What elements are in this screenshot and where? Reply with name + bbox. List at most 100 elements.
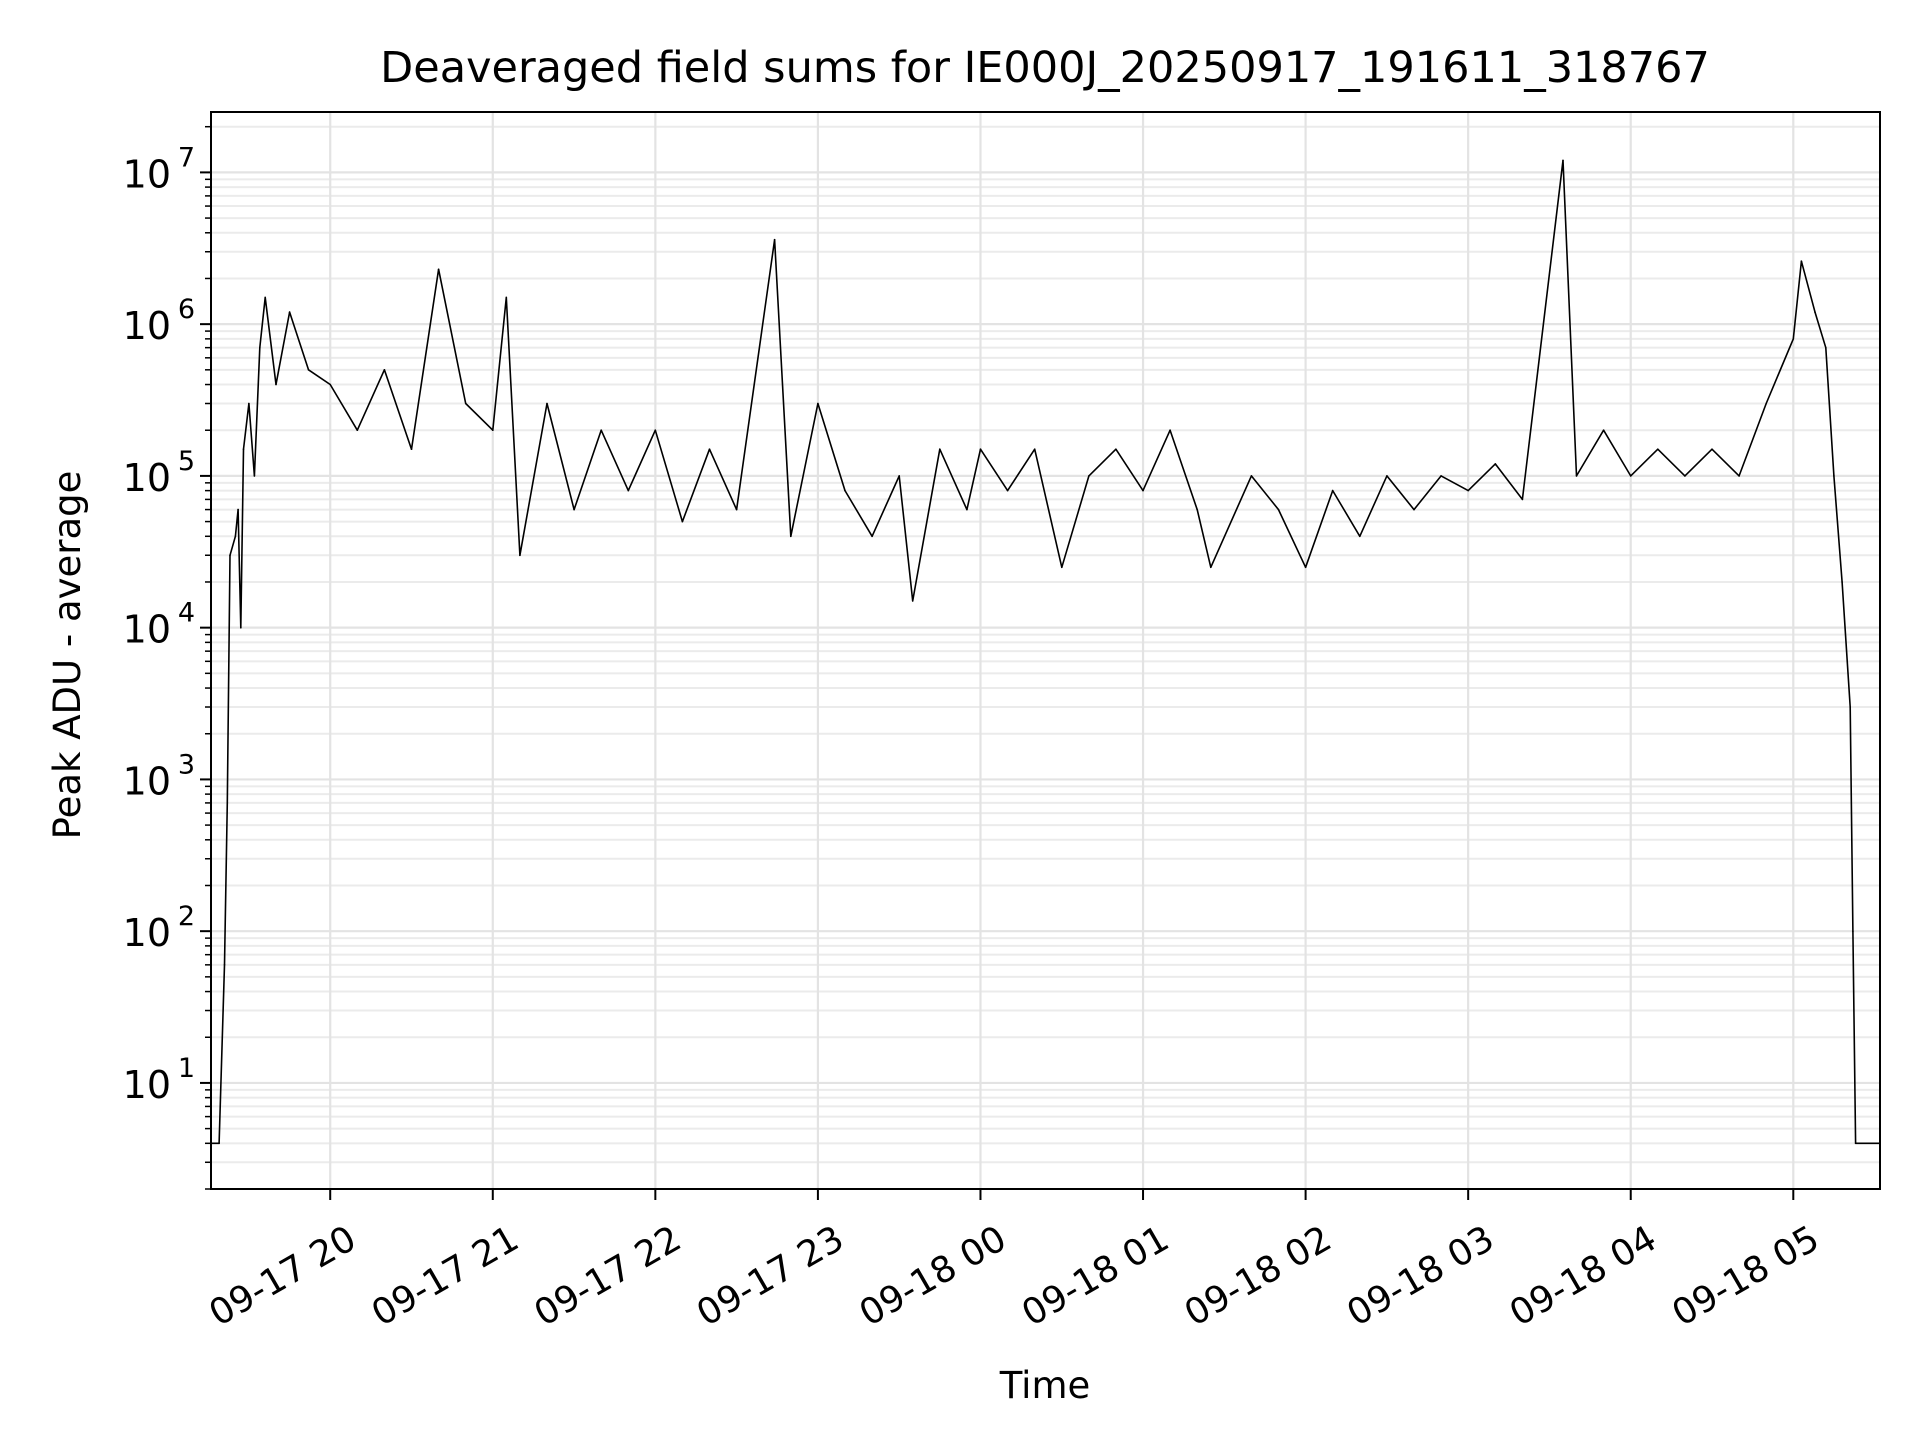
data-point — [844, 489, 846, 492]
data-point — [1575, 475, 1578, 477]
data-point — [383, 369, 386, 371]
data-point — [253, 475, 256, 477]
data-point — [817, 402, 819, 405]
data-point — [681, 520, 684, 523]
data-point — [1331, 489, 1334, 492]
data-point — [218, 1142, 220, 1145]
data-point — [911, 600, 914, 602]
y-tick-label: 10 — [123, 1063, 171, 1107]
data-point — [600, 429, 602, 432]
data-point — [1440, 475, 1442, 477]
data-point — [264, 296, 267, 299]
data-point — [275, 383, 277, 386]
data-point — [790, 535, 792, 538]
y-tick-label: 10 — [123, 152, 171, 196]
y-tick-label-exponent: 4 — [178, 598, 195, 629]
y-tick-label-exponent: 5 — [178, 446, 195, 477]
data-point — [773, 238, 776, 241]
data-point — [979, 448, 982, 451]
data-point — [356, 429, 359, 432]
data-point — [1061, 566, 1063, 569]
data-point — [1852, 930, 1854, 932]
data-point — [1386, 475, 1388, 477]
data-point — [1277, 508, 1280, 511]
data-point — [1711, 448, 1713, 451]
y-tick-label: 10 — [123, 759, 171, 803]
data-point — [627, 489, 630, 492]
data-point — [1602, 429, 1605, 432]
data-point — [234, 535, 237, 538]
data-point — [519, 554, 521, 557]
data-point — [464, 402, 467, 405]
data-point — [1413, 508, 1415, 511]
data-point — [1250, 475, 1253, 477]
data-point — [1142, 489, 1144, 492]
data-point — [708, 448, 711, 451]
data-point — [1169, 429, 1171, 432]
data-point — [1562, 159, 1564, 162]
y-axis-label: Peak ADU - average — [46, 471, 89, 840]
data-point — [288, 311, 291, 313]
series-line — [211, 159, 1880, 1145]
data-point — [1738, 475, 1740, 477]
data-point — [1210, 566, 1212, 569]
data-point — [307, 369, 310, 371]
data-point — [1684, 475, 1686, 477]
data-point — [1765, 402, 1767, 405]
data-point — [492, 429, 494, 432]
data-point — [1849, 706, 1851, 708]
data-point — [226, 802, 229, 804]
data-point — [229, 554, 231, 557]
x-axis-label: Time — [999, 1364, 1091, 1407]
data-point — [410, 448, 413, 451]
data-point — [505, 296, 508, 299]
data-point — [654, 429, 657, 432]
chart-title: Deaveraged field sums for IE000J_2025091… — [380, 43, 1710, 93]
data-point — [1494, 463, 1497, 465]
data-point — [735, 508, 738, 511]
data-point — [1006, 489, 1009, 492]
data-point — [939, 448, 941, 451]
y-tick-label: 10 — [123, 456, 171, 500]
data-point — [1800, 260, 1803, 263]
grid — [211, 112, 1880, 1190]
y-tick-label-exponent: 3 — [178, 749, 195, 780]
data-point — [1841, 581, 1843, 583]
y-tick-label: 10 — [123, 911, 171, 955]
y-tick-label-exponent: 2 — [178, 901, 195, 932]
data-point — [223, 964, 226, 966]
data-point — [237, 508, 239, 511]
data-point — [1629, 475, 1632, 477]
data-point — [1196, 508, 1198, 511]
data-point — [546, 402, 548, 405]
data-point — [259, 346, 261, 349]
data-point — [1467, 489, 1469, 492]
data-point — [1304, 566, 1307, 569]
data-point — [242, 448, 245, 451]
data-point — [437, 268, 440, 271]
data-point — [871, 535, 873, 538]
data-point — [1115, 448, 1117, 451]
data-point — [573, 508, 575, 511]
data-point — [966, 508, 968, 511]
data-point — [1359, 535, 1361, 538]
data-point — [1521, 498, 1524, 501]
series-layer — [210, 159, 1881, 1145]
data-point — [1833, 475, 1835, 477]
y-tick-label-exponent: 1 — [178, 1053, 195, 1084]
data-point — [1814, 311, 1816, 313]
y-tick-label: 10 — [123, 304, 171, 348]
data-point — [1033, 448, 1036, 451]
y-tick-label: 10 — [123, 608, 171, 652]
data-point — [248, 402, 250, 405]
data-point — [1825, 346, 1827, 349]
data-point — [1854, 1142, 1857, 1145]
data-point — [898, 475, 900, 477]
data-point — [1657, 448, 1659, 451]
y-tick-label-exponent: 7 — [178, 142, 195, 173]
data-point — [240, 626, 242, 629]
data-point — [329, 383, 332, 386]
